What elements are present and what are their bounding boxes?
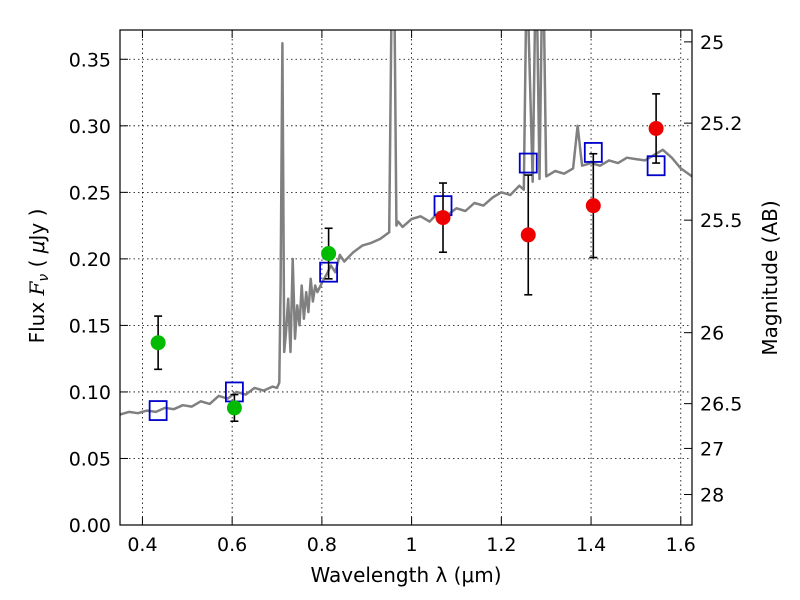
x-tick-label: 1.4 [576, 534, 606, 556]
y-tick-label: 0.00 [69, 515, 111, 537]
x-tick-label: 0.8 [307, 534, 337, 556]
y-axis-label: Flux Fν ( μJy ) [25, 209, 52, 344]
model-square-marker [518, 152, 538, 174]
right-tick-label: 25.2 [700, 113, 742, 135]
right-tick-label: 28 [700, 485, 724, 507]
right-tick-label: 25 [700, 32, 724, 54]
photometry-point [226, 400, 242, 416]
photometry-point [520, 227, 536, 243]
y-tick-label: 0.15 [69, 315, 111, 337]
y-tick-label: 0.25 [69, 182, 111, 204]
right-tick-label: 25.5 [700, 210, 742, 232]
photometry-point [150, 335, 166, 351]
y-tick-label: 0.35 [69, 49, 111, 71]
right-axis-label: Magnitude (AB) [758, 200, 782, 355]
y-tick-label: 0.20 [69, 249, 111, 271]
x-tick-label: 0.4 [127, 534, 157, 556]
photometry-point [585, 198, 601, 214]
y-tick-label: 0.10 [69, 382, 111, 404]
photometry-point [321, 246, 337, 262]
plot-area [120, 30, 692, 423]
model-spectrum-line [120, 30, 692, 416]
x-tick-label: 0.6 [217, 534, 247, 556]
plot-frame [119, 29, 693, 526]
x-axis-label: Wavelength λ (μm) [310, 563, 501, 587]
x-tick-label: 1 [406, 534, 418, 556]
grid [120, 30, 692, 526]
right-tick-label: 27 [700, 438, 724, 460]
axis-ticks: 0.4 0.6 0.8 1 1.2 1.4 1.6 0.00 0.05 0.10 0.15 0.20 0… [69, 30, 742, 556]
model-square-marker [148, 400, 168, 421]
y-tick-label: 0.30 [69, 116, 111, 138]
photometry-point [648, 120, 664, 136]
x-tick-label: 1.2 [486, 534, 516, 556]
x-tick-label: 1.6 [666, 534, 696, 556]
y-tick-label: 0.05 [69, 448, 111, 470]
right-tick-label: 26.5 [700, 394, 742, 416]
photometry-point [435, 210, 451, 226]
right-tick-label: 26 [700, 323, 724, 345]
